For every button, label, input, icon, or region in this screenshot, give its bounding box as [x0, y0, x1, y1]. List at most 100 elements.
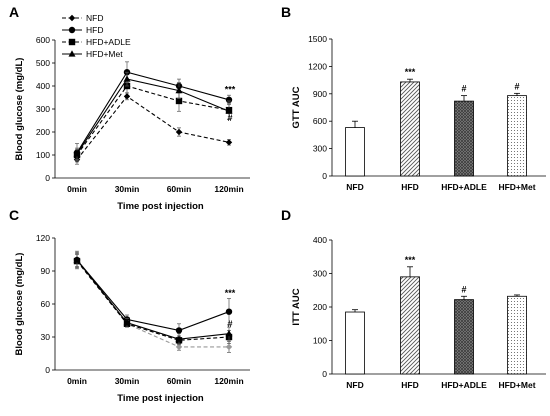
x-tick-label: 120min	[214, 376, 243, 386]
data-point	[225, 96, 233, 104]
data-point	[225, 139, 233, 146]
x-tick-label: HFD	[401, 380, 418, 390]
bar-nfd	[345, 311, 365, 375]
series-hfd	[73, 250, 233, 338]
legend-label: NFD	[86, 13, 103, 23]
series-line	[76, 259, 230, 340]
y-tick-label: 300	[36, 104, 50, 114]
y-tick-label: 1500	[308, 34, 327, 44]
series-line	[76, 259, 230, 331]
legend-marker	[68, 38, 76, 46]
y-tick-label: 200	[36, 127, 50, 137]
y-tick-label: 900	[313, 89, 327, 99]
series-line	[76, 259, 229, 348]
x-tick-label: 0min	[67, 184, 87, 194]
x-tick-label: 60min	[167, 184, 192, 194]
x-tick-label: HFD+Met	[498, 182, 535, 192]
y-tick-label: 0	[322, 171, 327, 181]
y-tick-label: 400	[36, 81, 50, 91]
legend-label: HFD+Met	[86, 49, 123, 59]
significance-mark: ***	[405, 255, 416, 265]
x-axis-label: Time post injection	[117, 393, 204, 404]
data-point	[175, 327, 183, 334]
y-axis-label: ITT AUC	[291, 288, 302, 325]
panel-letter: B	[281, 4, 291, 20]
data-point	[123, 318, 131, 326]
data-point	[73, 256, 81, 263]
significance-mark: #	[461, 284, 466, 294]
x-tick-label: HFD	[401, 182, 418, 192]
y-tick-label: 120	[36, 233, 50, 243]
legend-marker	[68, 14, 76, 22]
legend-marker	[68, 50, 76, 57]
series-line	[76, 85, 230, 156]
y-axis-label: Blood glucose (mg/dL)	[14, 58, 25, 161]
x-tick-label: 60min	[167, 376, 192, 386]
y-tick-label: 600	[36, 35, 50, 45]
x-tick-label: 30min	[115, 184, 140, 194]
y-tick-label: 300	[313, 144, 327, 154]
series-hfd-met	[73, 71, 233, 160]
panel-b-bar-chart: B 0 300 600 900 1200 1500 GTT AUC NFD HFD HFD+ADLE…	[281, 4, 546, 192]
data-point	[123, 93, 131, 100]
legend: NFD HFD HFD+ADLE HFD+Met	[62, 13, 131, 59]
significance-mark: #	[514, 81, 519, 91]
series-hfd	[73, 61, 233, 163]
x-tick-label: 30min	[115, 376, 140, 386]
data-point	[175, 343, 183, 351]
bar-hfd	[400, 276, 420, 375]
data-point	[175, 97, 183, 105]
series-line	[76, 260, 230, 341]
x-axis-label: Time post injection	[117, 201, 204, 212]
y-tick-label: 300	[313, 269, 327, 279]
data-point	[175, 335, 183, 342]
panel-letter: A	[9, 4, 19, 20]
y-tick-label: 30	[41, 332, 51, 342]
x-tick-label: 120min	[214, 184, 243, 194]
x-tick-label: HFD+Met	[498, 380, 535, 390]
y-axis-label: Blood glucose (mg/dL)	[14, 253, 25, 356]
series-line	[76, 78, 230, 155]
y-tick-label: 0	[45, 365, 50, 375]
panel-d-bar-chart: D 0 100 200 300 400 ITT AUC NFD HFD HFD+ADLE HFD+M…	[281, 207, 546, 390]
legend-label: HFD+ADLE	[86, 37, 131, 47]
series-nfd	[73, 253, 233, 353]
data-point	[225, 107, 233, 114]
panel-letter: C	[9, 207, 19, 223]
panel-letter: D	[281, 207, 291, 223]
panel-a-line-chart: A 0 100 200 300 400 500 600 Blood glucose (mg/dL…	[9, 4, 250, 212]
significance-mark: #	[461, 84, 466, 94]
series-nfd	[73, 92, 233, 165]
x-tick-label: HFD+ADLE	[441, 380, 487, 390]
x-tick-label: NFD	[346, 182, 363, 192]
panel-c-line-chart: C 0 30 60 90 120 Blood glucose (mg/dL) 0min 30mi…	[9, 207, 250, 404]
data-point	[225, 343, 233, 351]
data-point	[225, 329, 233, 337]
bar-hfd-adle	[454, 100, 474, 177]
y-tick-label: 100	[313, 336, 327, 346]
data-point	[175, 128, 183, 136]
series-line	[76, 95, 230, 160]
y-tick-label: 100	[36, 150, 50, 160]
legend-label: HFD	[86, 25, 103, 35]
y-axis-label: GTT AUC	[291, 86, 302, 128]
y-tick-label: 90	[41, 266, 51, 276]
x-tick-label: 0min	[67, 376, 87, 386]
significance-mark: ***	[405, 67, 416, 77]
series-hfd-met	[73, 251, 233, 346]
legend-marker	[68, 26, 76, 34]
x-tick-label: NFD	[346, 380, 363, 390]
significance-mark: ***	[225, 84, 236, 94]
y-tick-label: 0	[45, 173, 50, 183]
significance-mark: ***	[225, 288, 236, 298]
bar-nfd	[345, 127, 365, 177]
bar-hfd	[400, 81, 420, 177]
y-tick-label: 1200	[308, 61, 327, 71]
bar-hfd-met	[507, 95, 527, 177]
data-point	[73, 150, 81, 157]
y-tick-label: 200	[313, 302, 327, 312]
x-tick-label: HFD+ADLE	[441, 182, 487, 192]
y-tick-label: 400	[313, 235, 327, 245]
data-point	[123, 75, 131, 82]
significance-mark: #	[227, 319, 232, 329]
